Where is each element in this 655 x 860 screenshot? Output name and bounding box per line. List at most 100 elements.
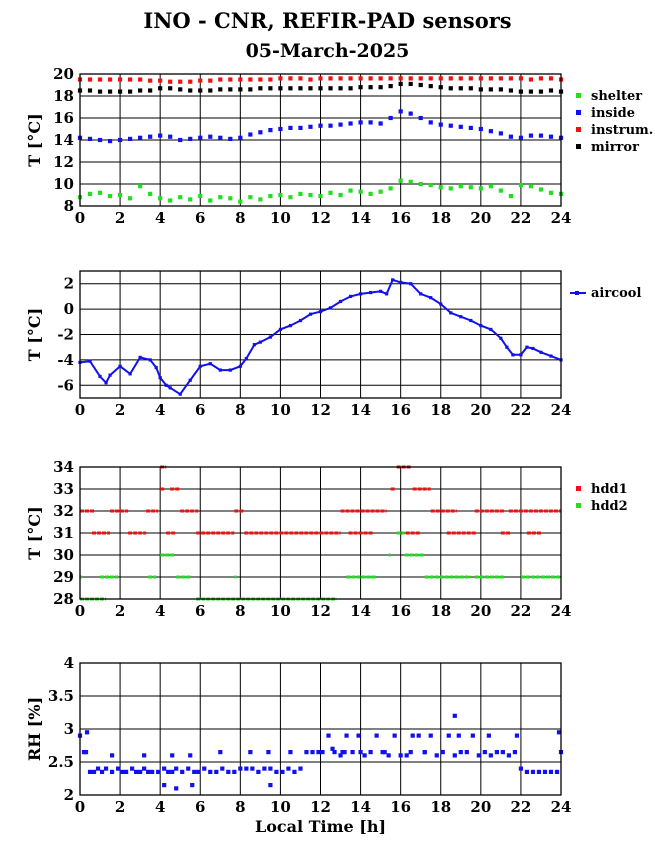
data-point-inside	[438, 122, 443, 127]
data-point-mirror	[368, 85, 373, 90]
y-tick-label: -4	[57, 351, 74, 369]
data-point-instrum	[117, 77, 123, 82]
data-point-instrum	[528, 77, 534, 82]
data-point-shelter	[308, 192, 313, 198]
legend-swatch-instrum	[576, 127, 581, 132]
data-point-inside	[138, 135, 143, 140]
data-point-rh	[220, 766, 225, 771]
data-point-rh	[83, 750, 89, 755]
y-tick-label: 8	[64, 197, 74, 215]
data-point-mirror	[188, 88, 193, 93]
data-point-instrum	[348, 76, 353, 81]
data-point-rh	[196, 769, 201, 774]
data-point-rh	[530, 769, 536, 774]
data-point-instrum	[318, 76, 323, 81]
data-point-shelter	[358, 189, 363, 194]
data-point-rh	[292, 769, 297, 774]
data-point-rh	[274, 769, 279, 774]
data-point-rh	[180, 769, 185, 774]
data-point-inside	[308, 124, 313, 129]
y-tick-label: 12	[53, 153, 74, 171]
data-point-mirror	[468, 86, 473, 91]
data-point-shelter	[428, 183, 433, 188]
data-point-inside	[218, 135, 223, 140]
data-point-rh	[304, 750, 309, 755]
data-point-rh	[119, 769, 125, 774]
data-point-rh	[512, 750, 518, 755]
data-point-instrum	[268, 77, 273, 82]
data-point-instrum	[148, 78, 153, 83]
data-point-rh	[500, 750, 505, 755]
data-point-aircool	[519, 353, 523, 357]
y-tick-label: 2.5	[48, 753, 74, 771]
data-point-mirror	[288, 86, 293, 91]
x-tick-label: 8	[235, 209, 245, 227]
data-point-shelter	[318, 194, 323, 199]
data-point-rh	[410, 733, 415, 738]
data-point-rh	[142, 766, 147, 771]
data-point-rh	[103, 766, 109, 771]
data-point-shelter	[208, 198, 213, 203]
data-point-shelter	[548, 190, 554, 195]
data-point-inside	[198, 135, 203, 140]
data-point-instrum	[408, 76, 413, 81]
x-tick-label: 16	[390, 209, 411, 227]
data-point-rh	[170, 753, 175, 758]
data-point-inside	[278, 126, 283, 132]
data-point-mirror	[148, 88, 153, 93]
data-point-aircool	[168, 386, 172, 390]
data-point-mirror	[398, 81, 403, 86]
data-point-aircool	[188, 378, 192, 382]
data-point-rh	[115, 766, 121, 771]
legend-swatch-hdd2	[576, 503, 581, 508]
data-point-inside	[107, 139, 113, 144]
x-tick-label: 22	[510, 798, 531, 816]
data-point-aircool	[429, 296, 433, 300]
data-point-inside	[178, 137, 183, 143]
y-tick-label: 3	[64, 720, 74, 738]
data-point-instrum	[278, 76, 283, 81]
data-point-mirror	[338, 86, 343, 91]
data-point-inside	[188, 136, 193, 141]
x-tick-label: 2	[115, 209, 125, 227]
data-point-inside	[518, 135, 524, 140]
x-tick-label: 14	[350, 209, 371, 227]
x-tick-label: 8	[235, 602, 245, 620]
data-point-rh	[368, 750, 373, 755]
data-point-rh	[356, 733, 361, 738]
data-point-mirror	[378, 85, 383, 90]
data-point-aircool	[399, 280, 403, 285]
data-point-aircool	[308, 312, 313, 316]
data-point-inside	[498, 131, 503, 136]
data-point-shelter	[478, 186, 483, 191]
data-point-aircool	[208, 362, 212, 366]
data-point-shelter	[148, 191, 153, 196]
data-point-shelter	[107, 194, 113, 199]
data-point-aircool	[499, 336, 503, 340]
data-point-rh	[326, 733, 331, 738]
x-tick-label: 0	[75, 401, 85, 419]
data-point-mirror	[268, 86, 273, 91]
data-point-rh	[99, 769, 105, 774]
x-tick-label: 10	[270, 209, 291, 227]
x-tick-label: 4	[155, 401, 165, 419]
data-point-rh	[250, 766, 255, 771]
data-point-instrum	[378, 76, 383, 81]
data-point-shelter	[218, 195, 223, 200]
x-tick-label: 10	[270, 401, 291, 419]
x-tick-label: 12	[310, 798, 331, 816]
y-tick-label: 31	[53, 524, 74, 542]
data-point-inside	[488, 129, 493, 134]
data-point-rh	[554, 769, 560, 774]
legend-label-instrum: instrum.	[591, 123, 653, 138]
y-tick-label: 14	[53, 131, 74, 149]
data-point-mirror	[538, 89, 544, 94]
data-point-instrum	[288, 76, 293, 81]
x-tick-label: 6	[195, 602, 205, 620]
data-point-rh	[218, 750, 223, 755]
data-point-instrum	[107, 77, 113, 82]
data-point-rh	[332, 750, 337, 755]
data-point-mirror	[418, 82, 423, 88]
